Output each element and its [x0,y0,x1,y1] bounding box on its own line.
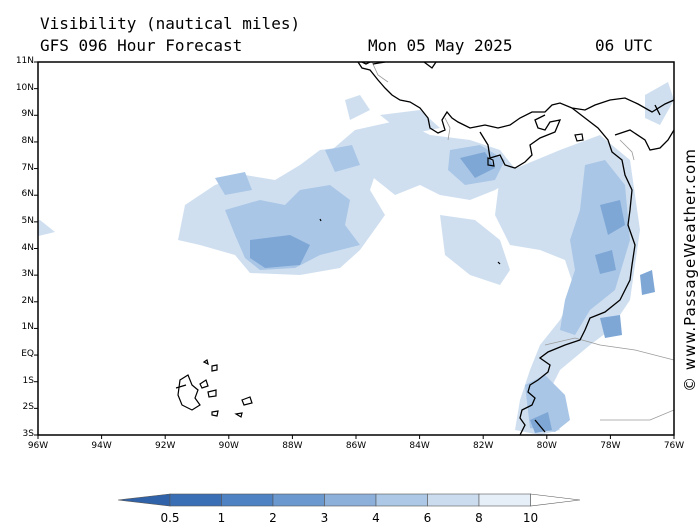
lat-label-2N: 2N [21,295,34,306]
visibility-field [38,62,674,435]
colorbar-segment [272,493,325,507]
coastline [357,62,674,435]
colorbar-segment [221,493,274,507]
colorbar-label-6: 6 [423,511,432,525]
lat-label-7N: 7N [21,162,34,173]
colorbar-label-8: 8 [475,511,483,525]
colorbar-label-2: 2 [269,511,277,525]
lon-label-76W: 76W [663,441,685,451]
map-title: Visibility (nautical miles) [40,14,301,33]
colorbar-label-4: 4 [372,511,380,525]
visibility-colorbar [117,493,581,507]
lon-label-82W: 82W [473,441,494,451]
lat-label-1S: 1S [22,375,34,386]
colorbar-label-10: 10 [522,511,539,525]
lat-label-3S: 3S [22,429,34,439]
colorbar-high-arrow [530,493,581,507]
lat-label-5N: 5N [21,215,34,226]
colorbar-low-arrow [117,493,171,507]
lat-label-1N: 1N [21,322,34,333]
colorbar-label-3: 3 [320,511,329,525]
lon-label-78W: 78W [600,441,621,451]
lat-label-4N: 4N [21,242,34,253]
colorbar-segment [169,493,222,507]
lon-label-92W: 92W [155,441,176,451]
lon-label-86W: 86W [345,441,367,451]
lon-label-88W: 88W [282,441,303,451]
lon-label-84W: 84W [409,441,430,451]
lat-label-8N: 8N [21,135,34,146]
country-borders [371,62,674,421]
credit-text: © www.PassageWeather.com [681,148,699,392]
lat-label-11N: 11N [15,56,34,66]
forecast-time: 06 UTC [595,36,653,55]
lon-label-90W: 90W [218,441,239,451]
lat-label-EQ: EQ [21,349,34,360]
lat-label-10N: 10N [15,82,34,93]
lat-label-6N: 6N [21,189,34,200]
forecast-model: GFS 096 Hour Forecast [40,36,243,55]
colorbar-label-1: 1 [217,511,226,525]
colorbar-label-0.5: 0.5 [160,511,180,525]
islands [175,133,584,418]
colorbar-segment [324,493,377,507]
map-frame [37,61,675,436]
colorbar-segment [427,493,480,507]
lat-label-9N: 9N [21,109,34,120]
colorbar-segment [478,493,531,507]
visibility-dark-areas [250,152,655,433]
lon-label-80W: 80W [536,441,557,451]
colorbar-segment [375,493,428,507]
lon-label-96W: 96W [27,441,49,451]
lat-label-2S: 2S [22,402,34,413]
lat-label-3N: 3N [21,269,34,280]
forecast-date: Mon 05 May 2025 [368,36,513,55]
lon-label-94W: 94W [91,441,112,451]
